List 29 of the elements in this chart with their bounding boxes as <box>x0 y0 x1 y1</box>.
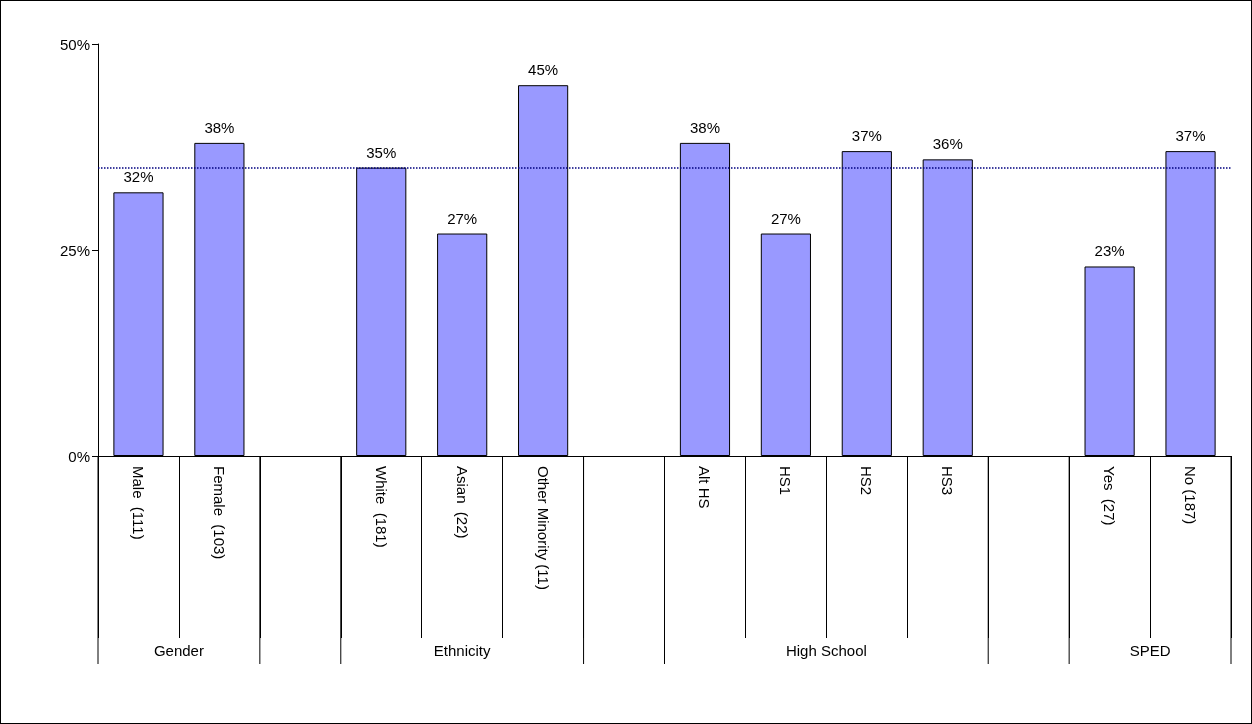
text: SPED <box>1129 641 1171 659</box>
text: Gender <box>153 641 204 659</box>
data-label: 38% <box>689 118 720 136</box>
data-label: 37% <box>851 127 882 145</box>
x-tick-label: No (187) <box>1182 466 1200 525</box>
data-label: 35% <box>366 143 397 161</box>
data-label: 32% <box>123 168 154 186</box>
x-tick-label: HS2 <box>858 466 876 496</box>
text: High School <box>785 641 867 659</box>
x-tick-label: HS1 <box>777 466 795 496</box>
data-label: 38% <box>204 118 235 136</box>
data-label: 37% <box>1175 127 1206 145</box>
data-label: 36% <box>932 135 963 153</box>
x-tick-label: Female (103) <box>210 466 228 560</box>
y-tick-label: 25% <box>59 241 90 259</box>
y-tick-label: 50% <box>59 35 90 53</box>
x-tick-label: Asian (22) <box>453 466 471 539</box>
x-tick-label: Male (111) <box>129 466 147 540</box>
x-tick-label: HS3 <box>939 466 957 496</box>
data-label: 23% <box>1094 242 1125 260</box>
data-label: 27% <box>447 209 478 227</box>
x-tick-label: Alt HS <box>696 466 714 509</box>
y-tick-label: 0% <box>68 447 90 465</box>
x-tick-label: White (181) <box>372 466 390 548</box>
data-label: 27% <box>770 209 801 227</box>
data-label: 45% <box>528 61 559 79</box>
text: Ethnicity <box>433 641 492 659</box>
x-tick-label: Yes (27) <box>1101 466 1119 526</box>
x-tick-label: Other Minority (11) <box>534 466 552 590</box>
